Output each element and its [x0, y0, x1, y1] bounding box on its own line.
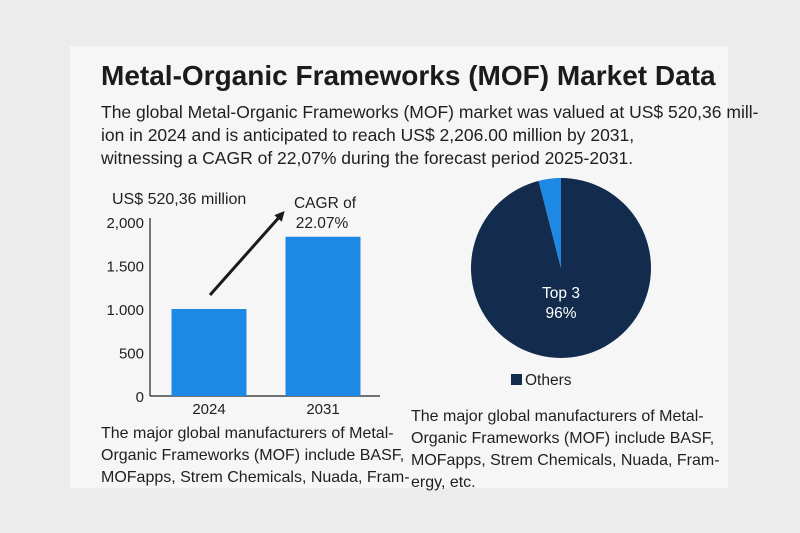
legend-label: Others: [525, 372, 572, 389]
y-tick-label: 1.500: [106, 259, 144, 276]
y-tick-label: 1.000: [106, 302, 144, 319]
pie-chart: Top 3 96% Others: [471, 178, 651, 389]
bar-chart: 0 500 1.000 1.500 2,000 2024 2031 US$ 520,36 mi…: [106, 191, 380, 418]
y-tick-label: 500: [119, 346, 144, 363]
intro-line: ion in 2024 and is anticipated to reach …: [101, 125, 635, 145]
note-line: The major global manufacturers of Metal-: [411, 408, 704, 425]
intro-paragraph: The global Metal-Organic Frameworks (MOF…: [101, 101, 758, 170]
note-line: ergy, etc.: [411, 474, 476, 491]
bar: [171, 309, 247, 396]
pie-slice-label: Top 3: [542, 285, 580, 302]
growth-arrow: [208, 211, 285, 296]
note-line: The major global manufacturers of Metal-: [101, 425, 394, 442]
intro-line: The global Metal-Organic Frameworks (MOF…: [101, 102, 759, 122]
manufacturers-note-right: The major global manufacturers of Metal-…: [411, 406, 720, 494]
note-line: Organic Frameworks (MOF) include BASF,: [411, 430, 715, 447]
note-line: MOFapps, Strem Chemicals, Nuada, Fram-: [101, 469, 410, 486]
x-tick-label: 2031: [306, 401, 339, 418]
page-title: Metal-Organic Frameworks (MOF) Market Da…: [101, 60, 716, 91]
x-tick-label: 2024: [192, 401, 225, 418]
y-tick-label: 0: [136, 389, 144, 406]
manufacturers-note-left: The major global manufacturers of Metal-…: [101, 423, 410, 489]
note-line: MOFapps, Strem Chemicals, Nuada, Fram-: [411, 452, 720, 469]
value-annotation: US$ 520,36 million: [112, 191, 246, 208]
pie-slice-value: 96%: [545, 305, 576, 322]
legend-swatch: [511, 374, 522, 385]
note-line: Organic Frameworks (MOF) include BASF,: [101, 447, 405, 464]
cagr-annotation: CAGR of: [294, 195, 357, 212]
cagr-annotation: 22.07%: [296, 215, 349, 232]
bar: [285, 236, 361, 396]
pie-slice: [538, 178, 561, 268]
y-tick-label: 2,000: [106, 215, 144, 232]
intro-line: witnessing a CAGR of 22,07% during the f…: [101, 148, 634, 168]
